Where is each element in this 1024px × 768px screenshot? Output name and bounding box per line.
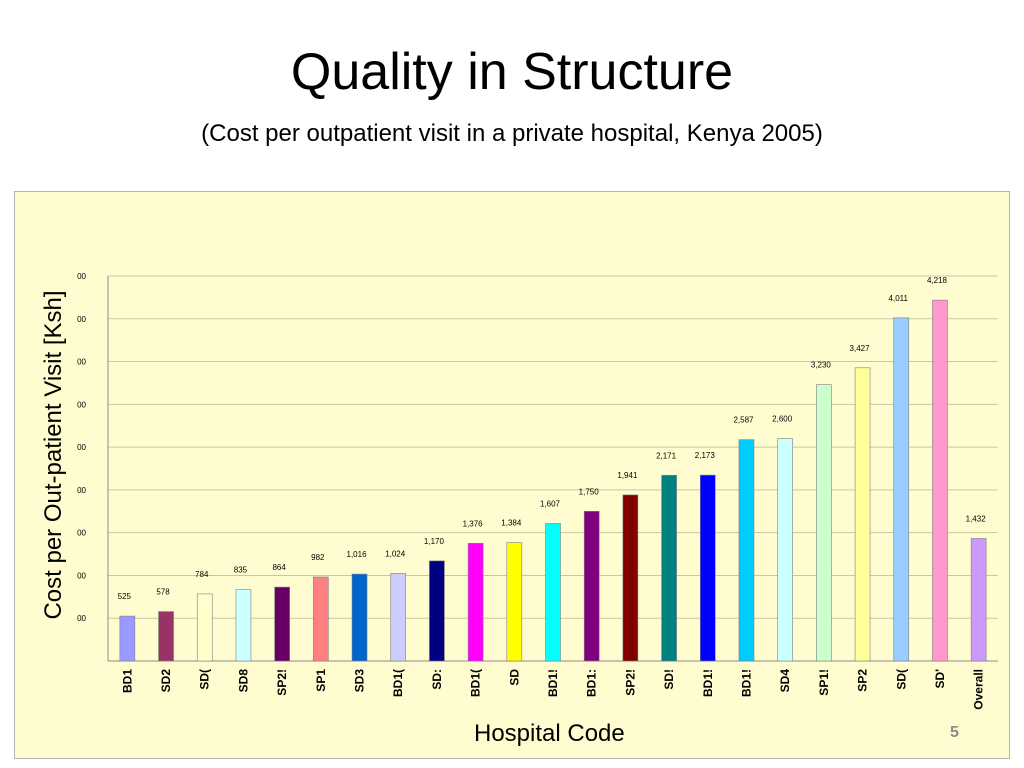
y-axis-label: Cost per Out-patient Visit [Ksh] bbox=[40, 290, 67, 620]
x-tick-label: BD1! bbox=[546, 669, 560, 697]
bar bbox=[351, 573, 368, 662]
x-tick-label: SD( bbox=[198, 669, 212, 690]
data-label: 1,941 bbox=[617, 471, 638, 480]
data-label: 982 bbox=[311, 553, 325, 562]
bar bbox=[777, 438, 793, 662]
bar bbox=[235, 589, 252, 662]
bar bbox=[467, 542, 484, 662]
y-tick-label: 00 bbox=[77, 571, 86, 580]
bar bbox=[932, 299, 948, 662]
x-tick-label: BD1( bbox=[391, 669, 405, 697]
data-label: 525 bbox=[118, 592, 132, 601]
bar bbox=[390, 573, 407, 662]
bar bbox=[196, 593, 213, 662]
bar bbox=[661, 474, 677, 662]
x-tick-label: BD1! bbox=[701, 669, 715, 697]
x-tick-label: SP1 bbox=[314, 669, 328, 692]
y-tick-label: 00 bbox=[77, 614, 86, 623]
slide-title: Quality in Structure bbox=[290, 43, 734, 101]
bar bbox=[583, 510, 600, 662]
bar bbox=[699, 474, 716, 662]
x-tick-label: SD8 bbox=[236, 669, 250, 693]
x-tick-label: SD bbox=[507, 669, 521, 686]
x-axis-label: Hospital Code bbox=[474, 720, 625, 747]
x-tick-label: SP2 bbox=[856, 669, 870, 692]
y-tick-label: 00 bbox=[77, 529, 86, 538]
x-tick-label: Overall bbox=[972, 669, 986, 710]
data-label: 1,024 bbox=[385, 549, 406, 558]
data-label: 2,173 bbox=[695, 451, 716, 460]
bar bbox=[622, 494, 639, 662]
x-tick-label: SP2! bbox=[275, 669, 289, 696]
data-label: 578 bbox=[156, 588, 170, 597]
x-tick-label: SD3 bbox=[353, 669, 367, 693]
y-tick-label: 00 bbox=[77, 272, 86, 281]
data-label: 1,384 bbox=[501, 519, 522, 528]
data-label: 2,600 bbox=[772, 415, 793, 424]
data-label: 4,218 bbox=[927, 276, 948, 285]
data-label: 835 bbox=[234, 566, 248, 575]
x-tick-label: BD1 bbox=[120, 669, 134, 693]
page-number: 5 bbox=[950, 724, 959, 741]
y-tick-label: 00 bbox=[77, 315, 86, 324]
x-tick-label: SD: bbox=[430, 669, 444, 690]
bar bbox=[429, 560, 445, 662]
x-tick-label: SP2! bbox=[623, 669, 637, 696]
bar bbox=[506, 542, 523, 662]
data-label: 1,750 bbox=[579, 487, 600, 496]
data-label: 1,607 bbox=[540, 500, 561, 509]
bar bbox=[854, 367, 871, 662]
data-label: 1,016 bbox=[347, 550, 368, 559]
y-tick-label: 00 bbox=[77, 486, 86, 495]
bar bbox=[816, 384, 832, 662]
x-tick-label: BD1! bbox=[739, 669, 753, 697]
x-tick-label: SP1! bbox=[817, 669, 831, 696]
data-label: 4,011 bbox=[889, 294, 909, 303]
chart-frame bbox=[14, 191, 1010, 759]
data-label: 2,587 bbox=[733, 416, 754, 425]
x-tick-label: SD! bbox=[662, 669, 676, 690]
slide-subtitle: (Cost per outpatient visit in a private … bbox=[201, 120, 823, 147]
bar bbox=[158, 611, 174, 662]
bar bbox=[738, 439, 755, 662]
data-label: 2,171 bbox=[656, 451, 677, 460]
x-tick-label: BD1: bbox=[585, 669, 599, 697]
x-tick-label: BD1( bbox=[469, 669, 483, 697]
y-tick-label: 00 bbox=[77, 358, 86, 367]
data-label: 1,170 bbox=[424, 537, 445, 546]
bar bbox=[970, 538, 987, 662]
x-tick-label: SD2 bbox=[159, 669, 173, 693]
x-tick-label: SD( bbox=[894, 669, 908, 690]
data-label: 1,376 bbox=[463, 519, 484, 528]
y-tick-label: 00 bbox=[77, 400, 86, 409]
bar bbox=[545, 523, 561, 662]
y-tick-label: 00 bbox=[77, 443, 86, 452]
x-tick-label: SD4 bbox=[778, 669, 792, 693]
data-label: 3,230 bbox=[811, 361, 832, 370]
bar bbox=[313, 576, 329, 662]
data-label: 784 bbox=[195, 570, 209, 579]
bar bbox=[274, 586, 290, 662]
data-label: 864 bbox=[272, 563, 286, 572]
data-label: 3,427 bbox=[850, 344, 871, 353]
data-label: 1,432 bbox=[966, 514, 987, 523]
bar bbox=[893, 317, 910, 662]
x-tick-label: SD' bbox=[933, 669, 947, 689]
bar bbox=[119, 615, 136, 662]
